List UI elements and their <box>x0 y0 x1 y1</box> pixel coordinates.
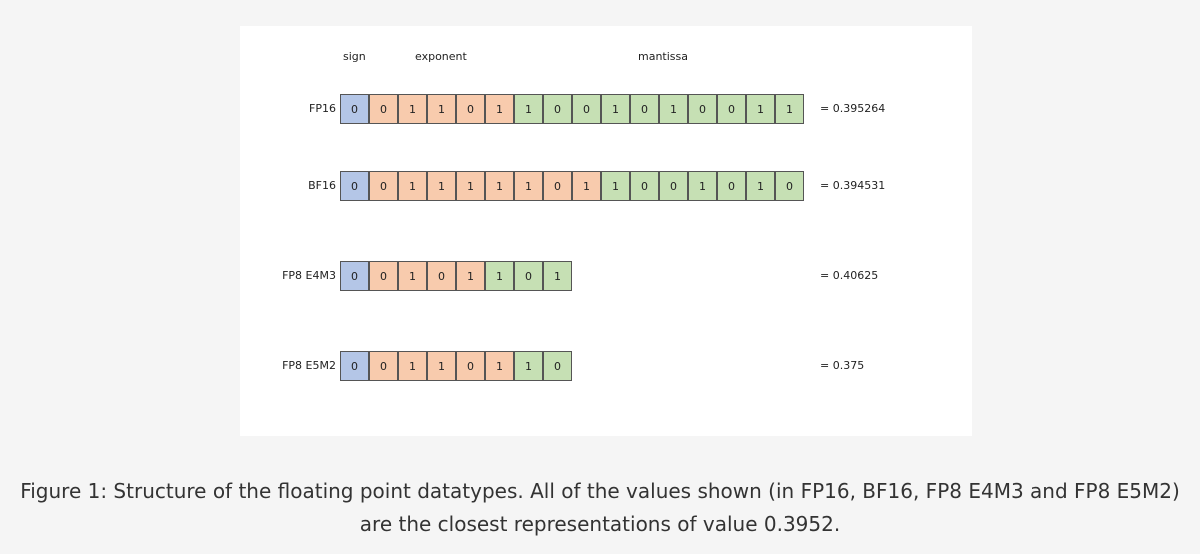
exponent-bit: 0 <box>369 171 398 201</box>
mantissa-bit: 1 <box>659 94 688 124</box>
mantissa-bit: 0 <box>775 171 804 201</box>
result-value-bf16: = 0.394531 <box>820 179 886 192</box>
mantissa-bit: 0 <box>717 94 746 124</box>
diagram-panel: sign exponent mantissa FP16 0 0 1 1 0 1 1 0 0 1 0 1 0… <box>240 26 972 436</box>
exponent-bit: 1 <box>398 351 427 381</box>
figure-caption: Figure 1: Structure of the floating poin… <box>20 479 1180 536</box>
exponent-header: exponent <box>415 50 467 63</box>
exponent-bit: 0 <box>369 261 398 291</box>
exponent-bit: 1 <box>485 351 514 381</box>
mantissa-bit: 0 <box>543 351 572 381</box>
mantissa-bit: 0 <box>630 171 659 201</box>
exponent-bit: 1 <box>456 171 485 201</box>
mantissa-bit: 0 <box>572 94 601 124</box>
result-value-fp16: = 0.395264 <box>820 102 886 115</box>
mantissa-bit: 1 <box>543 261 572 291</box>
exponent-bit: 1 <box>485 171 514 201</box>
mantissa-bit: 1 <box>775 94 804 124</box>
exponent-bit: 1 <box>456 261 485 291</box>
mantissa-bit: 0 <box>630 94 659 124</box>
exponent-bit: 1 <box>398 171 427 201</box>
exponent-bit: 1 <box>572 171 601 201</box>
result-value-fp8-e4m3: = 0.40625 <box>820 269 879 282</box>
sign-bit: 0 <box>340 171 369 201</box>
exponent-bit: 1 <box>485 94 514 124</box>
exponent-bit: 0 <box>456 94 485 124</box>
exponent-bit: 0 <box>369 94 398 124</box>
row-label-fp16: FP16 <box>309 102 336 115</box>
row-label-bf16: BF16 <box>308 179 336 192</box>
mantissa-bit: 0 <box>514 261 543 291</box>
mantissa-bit: 0 <box>659 171 688 201</box>
mantissa-bit: 1 <box>514 351 543 381</box>
sign-bit: 0 <box>340 261 369 291</box>
row-label-fp8-e5m2: FP8 E5M2 <box>282 359 336 372</box>
mantissa-bit: 1 <box>746 94 775 124</box>
exponent-bit: 0 <box>456 351 485 381</box>
mantissa-bit: 1 <box>485 261 514 291</box>
result-value-fp8-e5m2: = 0.375 <box>820 359 865 372</box>
mantissa-bit: 1 <box>601 171 630 201</box>
mantissa-bit: 1 <box>688 171 717 201</box>
exponent-bit: 1 <box>398 261 427 291</box>
exponent-bit: 1 <box>427 351 456 381</box>
exponent-bit: 0 <box>543 171 572 201</box>
exponent-bit: 0 <box>427 261 456 291</box>
mantissa-bit: 0 <box>543 94 572 124</box>
sign-bit: 0 <box>340 94 369 124</box>
sign-header: sign <box>343 50 366 63</box>
exponent-bit: 1 <box>514 171 543 201</box>
mantissa-bit: 1 <box>746 171 775 201</box>
mantissa-bit: 0 <box>688 94 717 124</box>
mantissa-header: mantissa <box>638 50 688 63</box>
row-label-fp8-e4m3: FP8 E4M3 <box>282 269 336 282</box>
mantissa-bit: 0 <box>717 171 746 201</box>
exponent-bit: 1 <box>427 94 456 124</box>
mantissa-bit: 1 <box>601 94 630 124</box>
exponent-bit: 1 <box>398 94 427 124</box>
exponent-bit: 1 <box>427 171 456 201</box>
sign-bit: 0 <box>340 351 369 381</box>
mantissa-bit: 1 <box>514 94 543 124</box>
exponent-bit: 0 <box>369 351 398 381</box>
